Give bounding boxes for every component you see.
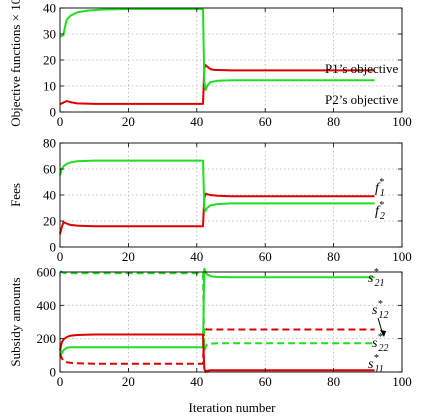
axes-frame xyxy=(59,142,403,248)
series-label-f1: f* 1 xyxy=(375,177,385,199)
annotation-p1-objective: P1’s objective xyxy=(325,61,399,76)
series-line-2-0 xyxy=(59,267,375,355)
x-tick-label: 0 xyxy=(57,249,64,264)
series-label-sup: * xyxy=(379,200,384,211)
series-label-sup: * xyxy=(377,332,382,343)
y-tick-label: 600 xyxy=(37,265,57,280)
series-label-symbol: s xyxy=(368,271,374,286)
y-axis-label-text: Subsidy amounts xyxy=(8,277,23,366)
y-axis-label: Subsidy amounts xyxy=(8,277,23,366)
x-tick-label: 80 xyxy=(327,249,340,264)
x-tick-label: 40 xyxy=(190,249,203,264)
y-tick-label: 40 xyxy=(43,1,56,16)
series-label-s12: s* 12 xyxy=(372,299,388,321)
y-tick-label: 0 xyxy=(50,105,57,120)
x-tick-label: 80 xyxy=(327,374,340,389)
x-tick-label: 20 xyxy=(122,374,135,389)
y-axis-label-text: Fees xyxy=(8,183,23,207)
x-tick-label: 0 xyxy=(57,114,64,129)
y-axis-label-text: Objective functions × 10 xyxy=(8,0,23,127)
y-tick-label: 200 xyxy=(37,331,57,346)
series-label-s21: s* 21 xyxy=(368,267,384,289)
y-tick-label: 30 xyxy=(43,27,56,42)
series-label-symbol: f xyxy=(375,204,381,219)
x-tick-label: 20 xyxy=(122,114,135,129)
series-label-sub: 12 xyxy=(378,310,388,321)
x-tick-label: 40 xyxy=(190,374,203,389)
x-tick-label: 100 xyxy=(392,249,412,264)
x-tick-label: 0 xyxy=(57,374,64,389)
y-tick-label: 20 xyxy=(43,214,56,229)
y-tick-label: 400 xyxy=(37,298,57,313)
y-tick-label: 60 xyxy=(43,162,56,177)
series-label-f2: f* 2 xyxy=(375,200,385,222)
series-label-sup: * xyxy=(373,267,378,278)
series-line-2-3 xyxy=(59,333,375,373)
panel-objective-functions: 0 20 40 60 80 100 0 10 20 30 40 Objective functions… xyxy=(7,0,412,129)
x-axis-label: Iteration number xyxy=(189,400,277,415)
annotation-p2-objective: P2’s objective xyxy=(325,92,399,107)
series-label-symbol: s xyxy=(372,303,378,318)
series-label-sup: * xyxy=(377,299,382,310)
series-label-s11: s* 11 xyxy=(368,353,384,375)
series-label-symbol: s xyxy=(368,357,374,372)
y-tick-label: 20 xyxy=(43,53,56,68)
y-axis-label: Fees xyxy=(8,183,23,207)
series-label-symbol: s xyxy=(372,336,378,351)
series-line-1-0 xyxy=(59,192,375,235)
series-label-sup: * xyxy=(373,353,378,364)
label-arrow-head xyxy=(380,330,386,337)
series-line-2-1 xyxy=(59,326,375,365)
series-label-sub: 11 xyxy=(374,364,383,375)
axes-frame xyxy=(59,271,403,373)
series-label-sub: 22 xyxy=(378,343,388,354)
x-tick-label: 40 xyxy=(190,114,203,129)
x-tick-label: 60 xyxy=(259,249,272,264)
x-tick-label: 100 xyxy=(392,114,412,129)
y-tick-label: 10 xyxy=(43,79,56,94)
y-axis-label: Objective functions × 103 xyxy=(7,0,23,127)
y-tick-label: 0 xyxy=(50,240,57,255)
series-label-sub: 1 xyxy=(380,188,385,199)
series-label-symbol: f xyxy=(375,181,381,196)
x-tick-label: 100 xyxy=(392,374,412,389)
y-tick-label: 80 xyxy=(43,136,56,151)
y-tick-label: 40 xyxy=(43,188,56,203)
x-tick-label: 60 xyxy=(259,374,272,389)
series-line-0-1 xyxy=(59,8,375,91)
x-tick-label: 60 xyxy=(259,114,272,129)
series-label-sub: 21 xyxy=(374,278,384,289)
series-line-1-1 xyxy=(59,159,375,212)
y-tick-label: 0 xyxy=(50,365,57,380)
series-label-sub: 2 xyxy=(380,211,385,222)
x-tick-label: 80 xyxy=(327,114,340,129)
series-label-sup: * xyxy=(379,177,384,188)
x-tick-label: 20 xyxy=(122,249,135,264)
series-label-s22: s* 22 xyxy=(372,332,388,354)
